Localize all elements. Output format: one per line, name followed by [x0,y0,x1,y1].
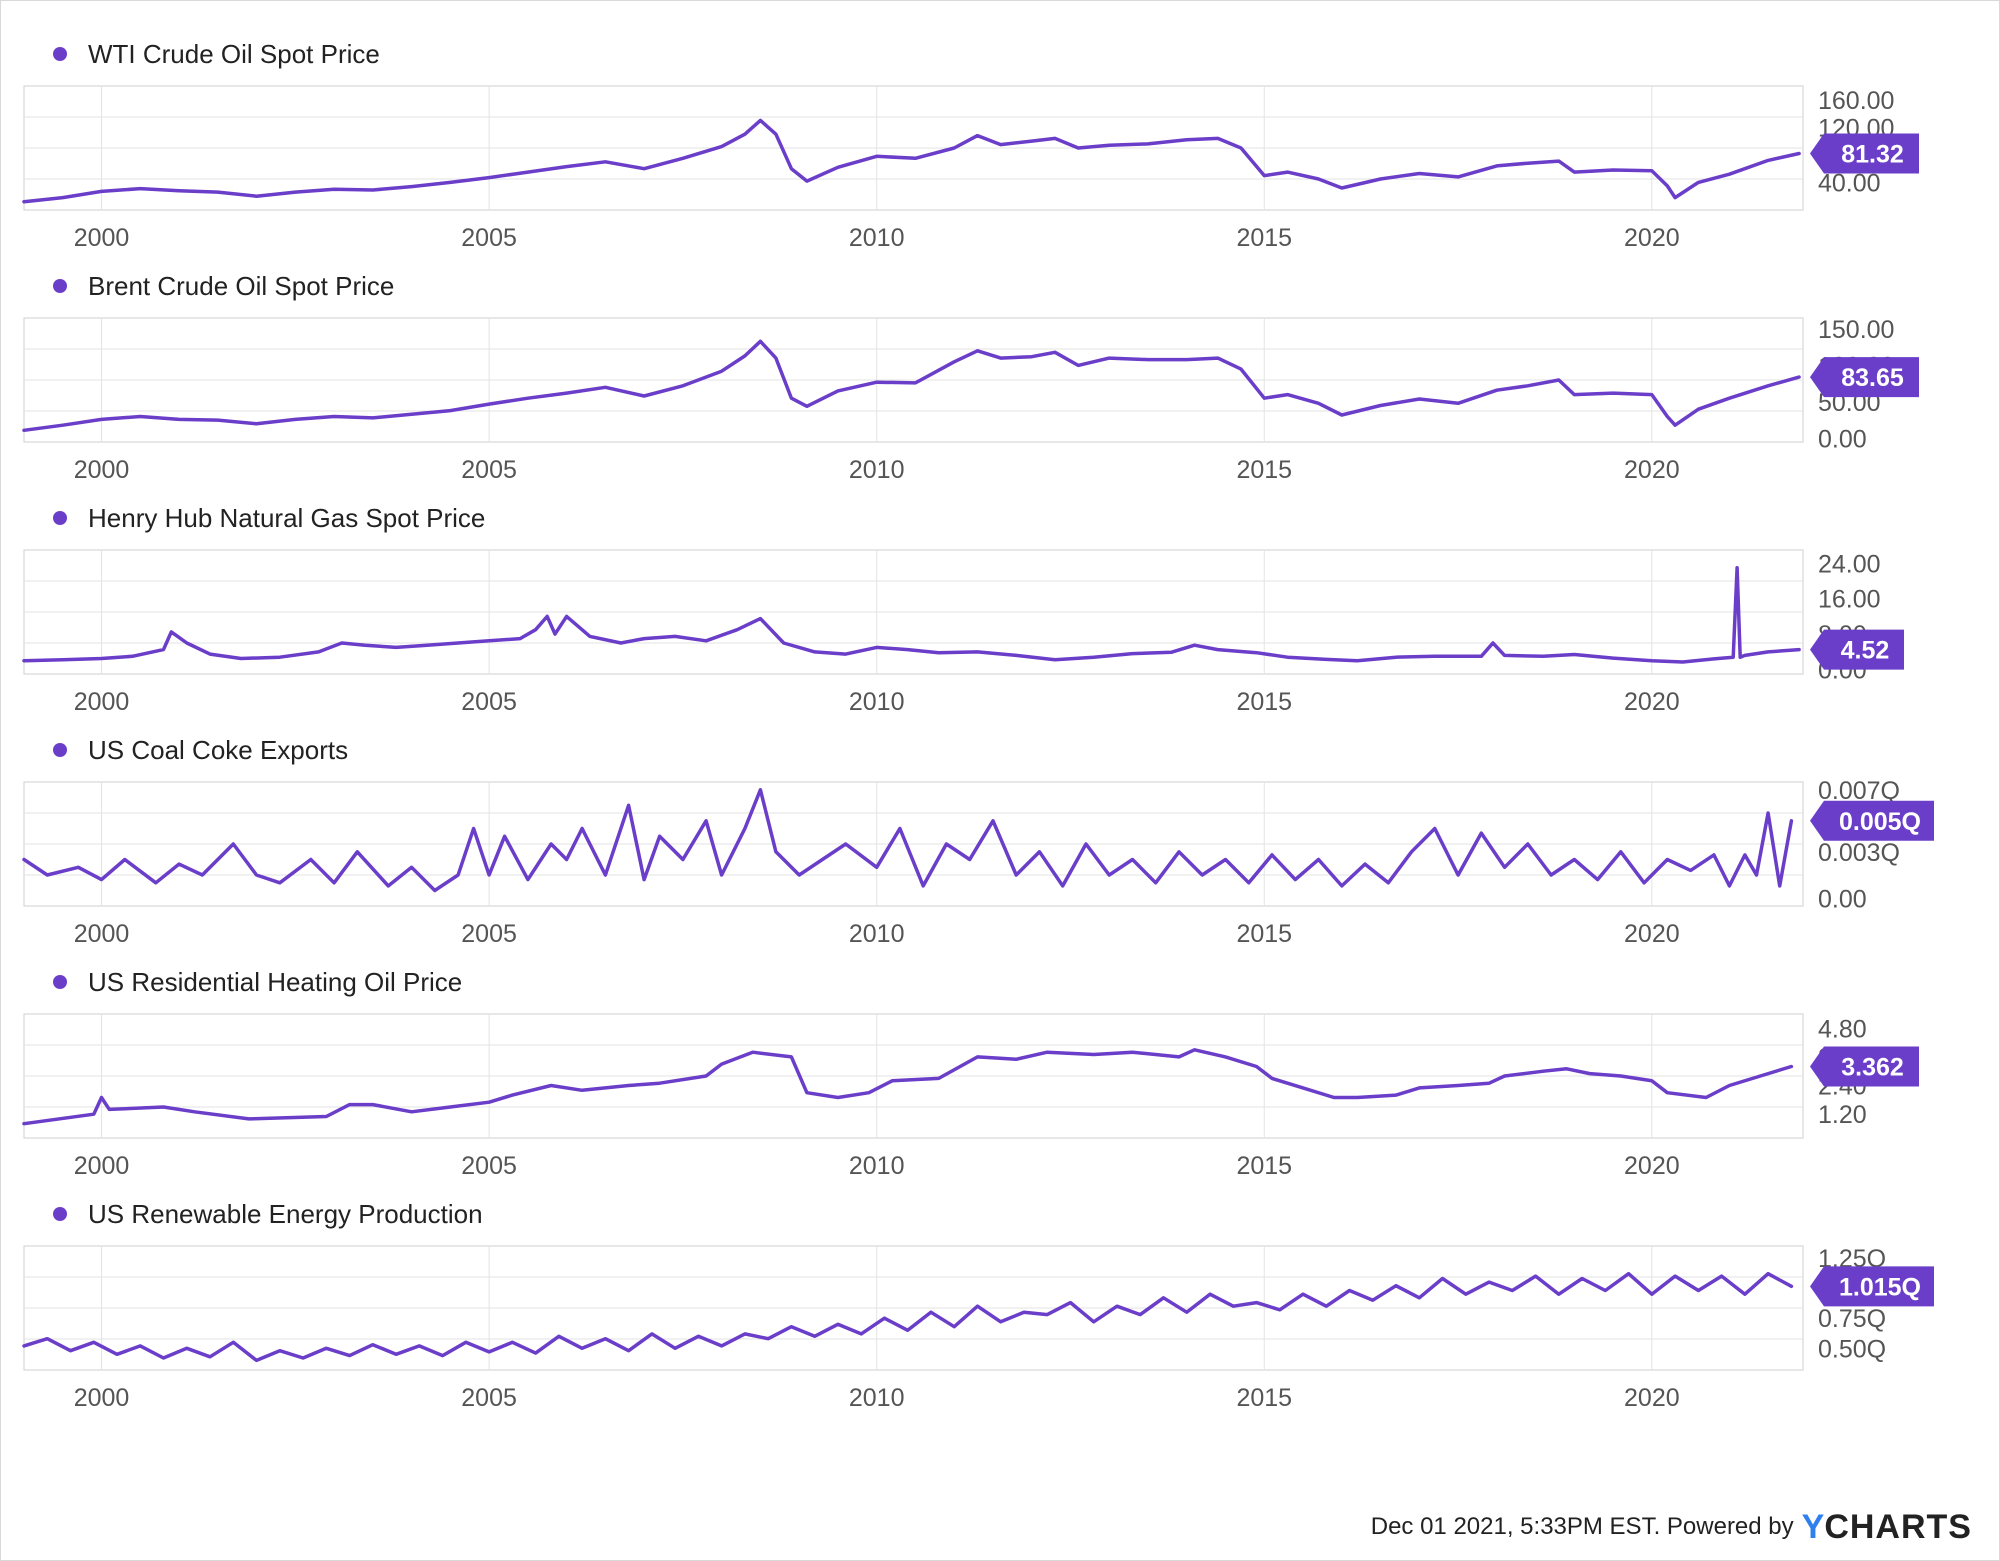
y-tick-label: 0.003Q [1818,839,1900,867]
y-tick-label: 4.80 [1818,1015,1867,1043]
last-value-tag [1810,800,1934,841]
y-tick-label: 1.20 [1818,1101,1867,1129]
last-value-tag [1810,133,1919,174]
x-tick-label: 2005 [461,688,517,716]
x-tick-label: 2020 [1624,456,1680,484]
x-tick-label: 2010 [849,688,905,716]
legend-marker [53,47,67,61]
last-value-tag [1810,1266,1934,1307]
ycharts-logo-y[interactable]: Y [1801,1507,1825,1546]
last-value-label: 0.005Q [1839,808,1921,836]
last-value-label: 4.52 [1841,637,1890,665]
legend-marker [53,1207,67,1221]
last-value-tag [1810,629,1904,670]
x-tick-label: 2000 [74,1152,130,1180]
x-tick-label: 2005 [461,920,517,948]
x-tick-label: 2010 [849,920,905,948]
legend-marker [53,511,67,525]
legend-marker [53,743,67,757]
x-tick-label: 2000 [74,688,130,716]
x-tick-label: 2020 [1624,1152,1680,1180]
legend-label: WTI Crude Oil Spot Price [88,39,380,69]
last-value-label: 83.65 [1841,364,1904,392]
x-tick-label: 2010 [849,1152,905,1180]
series-line [22,118,1801,204]
y-tick-label: 40.00 [1818,169,1881,197]
legend-marker [53,279,67,293]
last-value-label: 3.362 [1841,1053,1904,1081]
x-tick-label: 2000 [74,224,130,252]
x-tick-label: 2000 [74,456,130,484]
y-tick-label: 0.00 [1818,425,1867,453]
x-tick-label: 2010 [849,224,905,252]
y-tick-label: 24.00 [1818,550,1881,578]
legend-label: Brent Crude Oil Spot Price [88,271,394,301]
legend-label: US Coal Coke Exports [88,735,348,765]
x-tick-label: 2020 [1624,920,1680,948]
y-tick-label: 0.007Q [1818,777,1900,805]
last-value-tag [1810,1046,1919,1087]
x-tick-label: 2020 [1624,224,1680,252]
last-value-tag [1810,357,1919,398]
footer-timestamp: Dec 01 2021, 5:33PM EST. Powered by [1370,1513,1794,1540]
x-tick-label: 2015 [1236,1152,1292,1180]
legend-label: Henry Hub Natural Gas Spot Price [88,503,485,533]
x-tick-label: 2000 [74,1384,130,1412]
y-tick-label: 0.00 [1818,885,1867,913]
y-tick-label: 16.00 [1818,586,1881,614]
y-tick-label: 160.00 [1818,87,1894,115]
x-tick-label: 2015 [1236,456,1292,484]
series-line [22,788,1794,893]
y-tick-label: 150.00 [1818,316,1894,344]
x-tick-label: 2005 [461,1152,517,1180]
x-tick-label: 2015 [1236,224,1292,252]
x-tick-label: 2015 [1236,920,1292,948]
x-tick-label: 2005 [461,224,517,252]
footer: Dec 01 2021, 5:33PM EST. Powered by Y CH… [1371,1507,1972,1547]
legend-label: US Residential Heating Oil Price [88,967,462,997]
x-tick-label: 2010 [849,1384,905,1412]
y-tick-label: 0.75Q [1818,1305,1886,1333]
legend-marker [53,975,67,989]
y-tick-label: 0.50Q [1818,1335,1886,1363]
x-tick-label: 2010 [849,456,905,484]
x-tick-label: 2015 [1236,1384,1292,1412]
x-tick-label: 2015 [1236,688,1292,716]
legend-label: US Renewable Energy Production [88,1199,483,1229]
x-tick-label: 2000 [74,920,130,948]
series-line [22,1271,1794,1363]
last-value-label: 1.015Q [1839,1273,1921,1301]
x-tick-label: 2020 [1624,1384,1680,1412]
x-tick-label: 2005 [461,1384,517,1412]
series-line [22,339,1801,433]
last-value-label: 81.32 [1841,141,1904,169]
x-tick-label: 2020 [1624,688,1680,716]
ycharts-logo-text[interactable]: CHARTS [1824,1507,1972,1546]
x-tick-label: 2005 [461,456,517,484]
series-line [22,565,1801,664]
series-line [22,1048,1794,1126]
